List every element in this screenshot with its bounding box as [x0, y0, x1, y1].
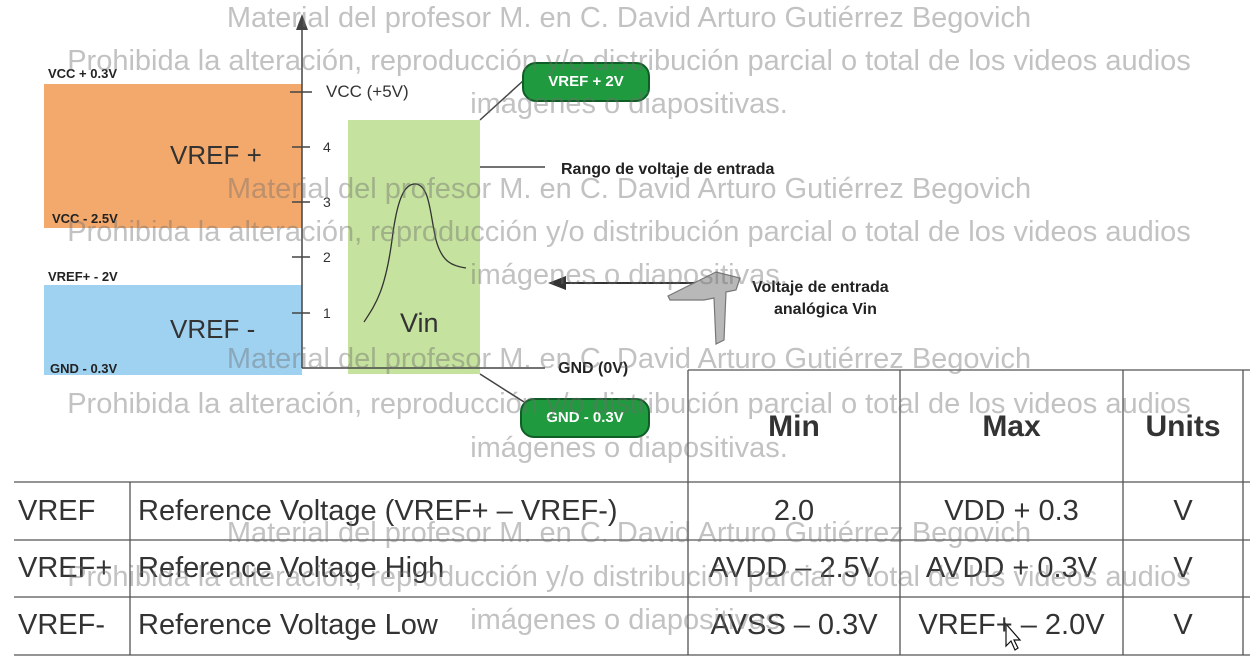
probe-icon	[667, 271, 741, 345]
input-range-label: Rango de voltaje de entrada	[561, 161, 775, 178]
row3-max: VREF+ – 2.0V	[918, 609, 1105, 641]
vin-arrow-head	[548, 276, 566, 290]
row3-units: V	[1173, 609, 1193, 641]
vref-plus-box-label: VREF +	[170, 140, 262, 170]
gnd-minus-badge: GND - 0.3V	[520, 398, 650, 438]
gnd-0v-label: GND (0V)	[558, 360, 629, 377]
row2-min: AVDD – 2.5V	[708, 552, 880, 584]
mouse-cursor-icon	[1005, 622, 1022, 651]
input-range-region	[348, 120, 480, 374]
row1-desc: Reference Voltage (VREF+ – VREF-)	[138, 495, 618, 527]
tick-label-4: 4	[323, 139, 331, 155]
row1-symbol: VREF	[18, 495, 96, 527]
vin-label: Vin	[400, 308, 439, 338]
row2-units: V	[1173, 552, 1193, 584]
vcc-minus-label: VCC - 2.5V	[52, 211, 118, 226]
vref-plus-minus-label: VREF+ - 2V	[48, 269, 118, 284]
pill-top-connector	[479, 79, 525, 121]
vcc-plus-label: VCC + 0.3V	[48, 66, 118, 81]
row1-min: 2.0	[773, 495, 815, 527]
analog-input-label-line1: Voltaje de entrada	[752, 279, 889, 296]
row3-min: AVSS – 0.3V	[710, 609, 878, 641]
row1-units: V	[1173, 495, 1193, 527]
pill-bottom-connector	[479, 373, 525, 403]
row2-symbol: VREF+	[18, 552, 113, 584]
row2-desc: Reference Voltage High	[138, 552, 445, 584]
vcc-tick-label: VCC (+5V)	[326, 82, 409, 101]
header-min: Min	[768, 410, 820, 443]
vref-plus-region	[44, 84, 302, 228]
vref-minus-region	[44, 285, 302, 375]
axis-arrow	[296, 14, 308, 30]
row2-max: AVDD + 0.3V	[925, 552, 1098, 584]
gnd-minus-label: GND - 0.3V	[50, 361, 118, 376]
tick-label-2: 2	[323, 249, 331, 265]
row1-max: VDD + 0.3	[944, 495, 1079, 527]
header-max: Max	[982, 410, 1041, 443]
header-units: Units	[1145, 410, 1221, 443]
vin-signal-curve	[363, 183, 467, 323]
tick-label-3: 3	[323, 194, 331, 210]
row3-desc: Reference Voltage Low	[138, 609, 438, 641]
vref-minus-box-label: VREF -	[170, 314, 256, 344]
vref-plus-2v-badge: VREF + 2V	[522, 62, 650, 102]
row3-symbol: VREF-	[18, 609, 105, 641]
table-grid	[14, 369, 1250, 656]
analog-input-label-line2: analógica Vin	[774, 301, 877, 318]
tick-label-1: 1	[323, 305, 331, 321]
